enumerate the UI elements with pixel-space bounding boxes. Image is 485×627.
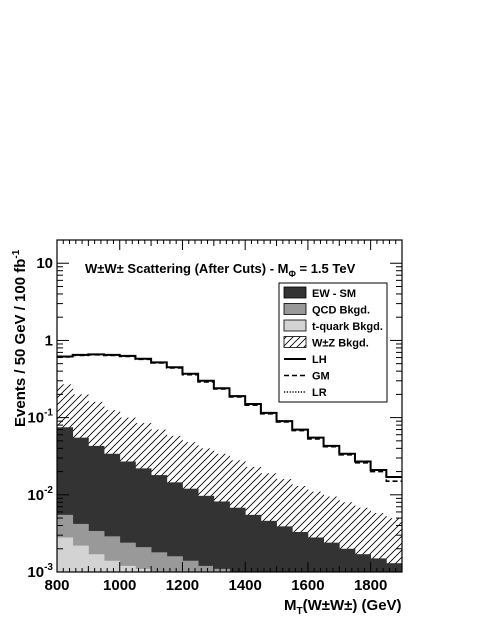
bar-w-z-bkgd-20 (370, 513, 387, 572)
bar-t-quark-bkgd-0 (57, 537, 74, 572)
legend-item-ew-sm: EW - SM (283, 286, 356, 300)
bar-ew-sm-16 (307, 537, 324, 572)
bar-ew-sm-18 (339, 548, 356, 572)
legend-swatch (283, 303, 307, 315)
y-tick-label: 10 (36, 255, 53, 272)
legend-item-gm: GM (284, 371, 330, 383)
bar-t-quark-bkgd-1 (72, 545, 89, 572)
chart-title-suffix: = 1.5 TeV (296, 261, 356, 276)
legend-item-w-z-bkgd: W±Z Bkgd. (283, 336, 369, 350)
bar-ew-sm-5 (135, 468, 152, 572)
bar-ew-sm-7 (166, 482, 183, 572)
x-axis-title-suffix: (W±W±) (GeV) (303, 597, 402, 614)
legend-label: t-quark Bkgd. (312, 321, 383, 333)
bar-w-z-bkgd-21 (386, 518, 402, 572)
x-axis-title: MT(W±W±) (GeV) (284, 597, 402, 617)
bar-t-quark-bkgd-5 (135, 568, 152, 572)
legend-item-qcd-bkgd: QCD Bkgd. (283, 303, 370, 317)
bar-qcd-bkgd-10 (213, 568, 230, 572)
legend-label: QCD Bkgd. (312, 305, 370, 317)
bar-ew-sm-6 (151, 475, 168, 572)
legend: EW - SM QCD Bkgd. t-quark Bkgd. W±Z Bkgd. LH… (278, 282, 388, 403)
y-axis-title: Events / 50 GeV / 100 fb-1 (11, 249, 29, 427)
bar-ew-sm-17 (323, 542, 340, 572)
legend-label: EW - SM (312, 288, 356, 300)
y-tick-label: 10-2 (27, 485, 53, 504)
bar-ew-sm-10 (213, 501, 230, 572)
x-tick-label: 1000 (103, 577, 136, 594)
bar-ew-sm-9 (198, 495, 215, 572)
bar-ew-sm-11 (229, 507, 246, 572)
y-tick-label: 1 (45, 332, 53, 349)
x-axis-title-main: M (284, 597, 297, 614)
legend-label: GM (312, 371, 330, 383)
bar-ew-sm-21 (386, 563, 402, 572)
legend-swatch (283, 286, 307, 299)
legend-label: LH (312, 354, 327, 366)
bar-ew-sm-13 (260, 520, 277, 572)
bar-ew-sm-14 (276, 526, 293, 572)
series-t-quark-bkgd (57, 537, 152, 572)
axes-layer: 800 1000 1200 1400 1600 1800 10 1 10-1 10-2 10-3 (27, 239, 403, 594)
line-lr (57, 353, 402, 478)
x-tick-label: 1800 (354, 577, 387, 594)
bar-qcd-bkgd-8 (182, 560, 199, 572)
bar-t-quark-bkgd-3 (104, 560, 121, 572)
x-tick-label: 800 (44, 577, 69, 594)
bar-t-quark-bkgd-2 (88, 554, 105, 572)
legend-item-lr: LR (284, 387, 327, 399)
legend-label: LR (312, 387, 327, 399)
legend-item-t-quark-bkgd: t-quark Bkgd. (283, 319, 383, 333)
chart-title-main: W±W± Scattering (After Cuts) - M (85, 261, 288, 276)
bar-qcd-bkgd-7 (166, 556, 183, 572)
legend-swatch (283, 319, 307, 332)
x-axis-title-subscript: T (297, 606, 303, 617)
y-tick-label: 10-3 (27, 562, 53, 581)
y-axis-title-superscript: -1 (11, 249, 22, 258)
plot-frame (56, 239, 403, 573)
legend-label: W±Z Bkgd. (312, 338, 369, 350)
bar-ew-sm-12 (245, 514, 262, 572)
legend-swatch (283, 336, 307, 348)
bar-ew-sm-19 (354, 554, 372, 572)
bar-qcd-bkgd-4 (119, 542, 136, 572)
bar-qcd-bkgd-5 (135, 547, 152, 572)
bar-t-quark-bkgd-4 (119, 565, 136, 572)
x-tick-label: 1200 (166, 577, 199, 594)
series-layer (57, 353, 402, 572)
bar-ew-sm-15 (292, 531, 309, 572)
chart-title-subscript: Φ (288, 269, 296, 279)
y-tick-label: 10-1 (27, 408, 53, 427)
bar-ew-sm-8 (182, 488, 199, 572)
x-tick-label: 1400 (228, 577, 261, 594)
bar-qcd-bkgd-6 (151, 552, 168, 572)
x-tick-label: 1600 (291, 577, 324, 594)
legend-item-lh: LH (284, 354, 327, 366)
y-axis-title-main: Events / 50 GeV / 100 fb (12, 259, 29, 427)
chart-title: W±W± Scattering (After Cuts) - MΦ = 1.5 … (85, 261, 356, 279)
bar-ew-sm-20 (370, 558, 387, 572)
bar-qcd-bkgd-9 (198, 565, 215, 572)
